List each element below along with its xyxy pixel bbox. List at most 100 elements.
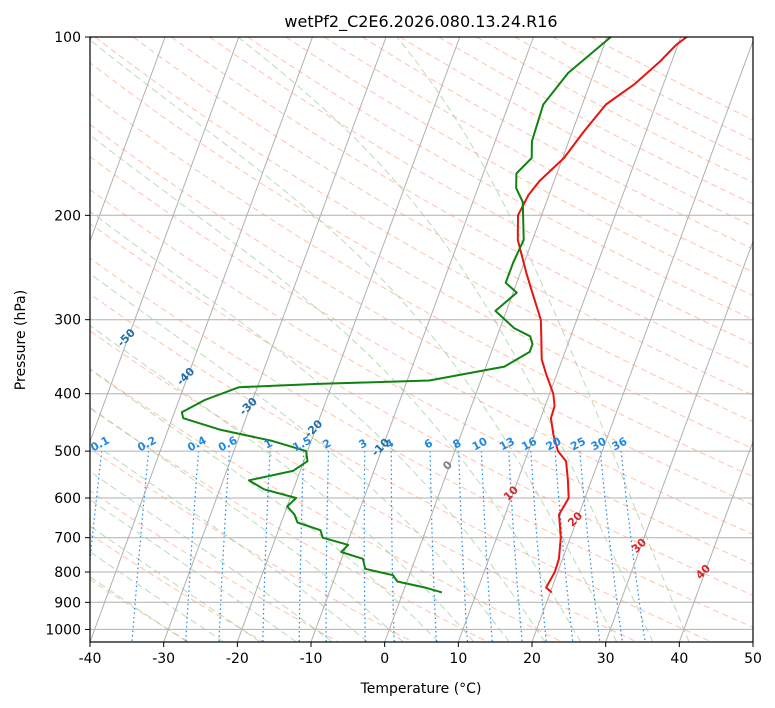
mixing-ratio-line (599, 451, 623, 642)
isotherm-label: 10 (501, 483, 521, 503)
mixing-ratio-line (218, 451, 230, 642)
dry-adiabat-line (590, 37, 753, 121)
y-axis-title: Pressure (hPa) (13, 290, 29, 390)
chart-title: wetPf2_C2E6.2026.080.13.24.R16 (284, 12, 557, 32)
dry-adiabat-line (90, 368, 563, 642)
y-tick-label: 1000 (45, 622, 81, 638)
dry-adiabat-line (90, 330, 638, 642)
moist-adiabat-line (90, 470, 333, 642)
x-tick-label: 40 (670, 651, 688, 667)
y-tick-label: 500 (54, 444, 81, 460)
mixing-ratio-line (458, 451, 469, 642)
dry-adiabat-line (285, 37, 753, 297)
moist-adiabat-line (90, 324, 475, 642)
dry-adiabat-line (90, 156, 753, 535)
isotherm-gridline (90, 37, 240, 444)
isotherm-gridline (236, 37, 461, 642)
mixing-ratio-line (90, 451, 103, 566)
dry-adiabat-line (90, 62, 753, 450)
dry-adiabat-line (94, 37, 753, 423)
moist-adiabat-line (90, 134, 582, 642)
mixing-ratio-label: 36 (610, 435, 630, 454)
mixing-ratio-line (508, 451, 523, 642)
dry-adiabat-line (476, 37, 753, 183)
mixing-ratio-line (262, 451, 271, 642)
mixing-ratio-line (554, 451, 574, 642)
moist-adiabat-line (90, 210, 546, 642)
dry-adiabat-line (209, 37, 753, 345)
mixing-ratio-label: 6 (422, 436, 435, 451)
dry-adiabat-line (90, 533, 264, 642)
x-tick-label: 10 (449, 651, 467, 667)
isotherm-gridline (310, 37, 534, 642)
mixing-ratio-label: 20 (544, 435, 564, 454)
mixing-ratio-line (429, 451, 437, 642)
dry-adiabat-line (400, 37, 753, 227)
dry-adiabat-line (90, 293, 712, 642)
isotherm-gridline (752, 640, 753, 642)
moist-adiabat-line (90, 440, 369, 642)
moist-adiabat-line (396, 37, 690, 642)
mixing-ratio-line (620, 451, 646, 642)
y-tick-label: 100 (54, 30, 81, 46)
mixing-ratio-label: 13 (497, 435, 517, 454)
isotherm-gridline (678, 440, 753, 642)
isotherm-gridline (457, 37, 682, 642)
mixing-ratio-line (579, 451, 601, 642)
dry-adiabat-line (90, 123, 753, 506)
temperature-profile-line (516, 37, 688, 594)
y-tick-label: 900 (54, 595, 81, 611)
mixing-ratio-line (390, 451, 395, 642)
mixing-ratio-label: 25 (568, 435, 588, 454)
y-tick-label: 800 (54, 565, 81, 581)
isotherm-label: 0 (440, 458, 455, 473)
dry-adiabat-line (90, 188, 753, 566)
mixing-ratio-label: 3 (357, 436, 370, 451)
mixing-ratio-label: 10 (470, 435, 490, 454)
mixing-ratio-line (131, 451, 150, 642)
isotherm-label: 40 (693, 562, 713, 582)
y-tick-label: 400 (54, 387, 81, 403)
mixing-ratio-label: 16 (519, 435, 539, 454)
x-tick-label: 20 (523, 651, 541, 667)
isotherm-label: -40 (174, 365, 197, 388)
moist-adiabat-line (90, 551, 225, 642)
mixing-ratio-label: 30 (589, 435, 609, 454)
moist-adiabat-line (237, 37, 654, 642)
mixing-ratio-line (480, 451, 493, 642)
isotherm-gridline (90, 37, 166, 243)
isotherm-label: 30 (629, 535, 649, 555)
x-axis-title: Temperature (°C) (360, 681, 482, 697)
dewpoint-profile-line (180, 37, 612, 594)
dry-adiabat-line (90, 222, 753, 597)
moist-adiabat-line (90, 368, 439, 642)
y-tick-label: 300 (54, 313, 81, 329)
x-tick-label: 50 (744, 651, 762, 667)
mixing-ratio-line (298, 451, 305, 642)
mixing-ratio-line (363, 451, 366, 642)
dry-adiabat-line (514, 37, 753, 162)
mixing-ratio-label: 1 (262, 436, 275, 451)
dry-adiabat-line (171, 37, 753, 371)
isotherm-gridline (531, 39, 753, 642)
plot-frame (89, 36, 754, 643)
x-tick-label: -10 (300, 651, 323, 667)
mixing-ratio-label: 8 (451, 436, 464, 451)
x-tick-label: 30 (597, 651, 615, 667)
isotherm-label: -30 (237, 395, 260, 418)
mixing-ratio-line (530, 451, 547, 642)
dry-adiabat-line (323, 37, 753, 273)
isotherm-gridline (384, 37, 608, 642)
mixing-ratio-line (325, 451, 330, 642)
dry-adiabat-line (90, 490, 339, 642)
x-tick-label: -30 (152, 651, 175, 667)
dry-adiabat-line (90, 92, 753, 478)
y-tick-label: 200 (54, 208, 81, 224)
isotherm-gridline (605, 239, 753, 642)
isotherm-gridline (163, 37, 387, 642)
y-tick-label: 600 (54, 491, 81, 507)
isotherm-gridline (90, 37, 313, 642)
moist-adiabat-line (90, 499, 297, 642)
